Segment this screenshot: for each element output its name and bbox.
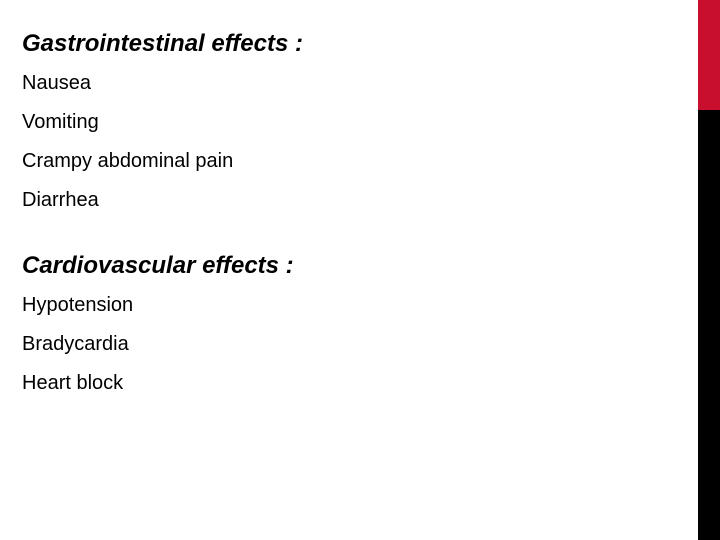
heading-cardiovascular: Cardiovascular effects : [22,252,680,280]
list-item: Bradycardia [22,333,680,356]
accent-bar-red [698,0,720,110]
slide-content: Gastrointestinal effects : Nausea Vomiti… [22,30,680,411]
list-item: Diarrhea [22,189,680,212]
list-item: Vomiting [22,111,680,134]
heading-gastrointestinal: Gastrointestinal effects : [22,30,680,58]
list-item: Crampy abdominal pain [22,150,680,173]
accent-bar-black [698,110,720,540]
list-item: Hypotension [22,294,680,317]
section-gap [22,228,680,252]
list-item: Nausea [22,72,680,95]
list-item: Heart block [22,372,680,395]
